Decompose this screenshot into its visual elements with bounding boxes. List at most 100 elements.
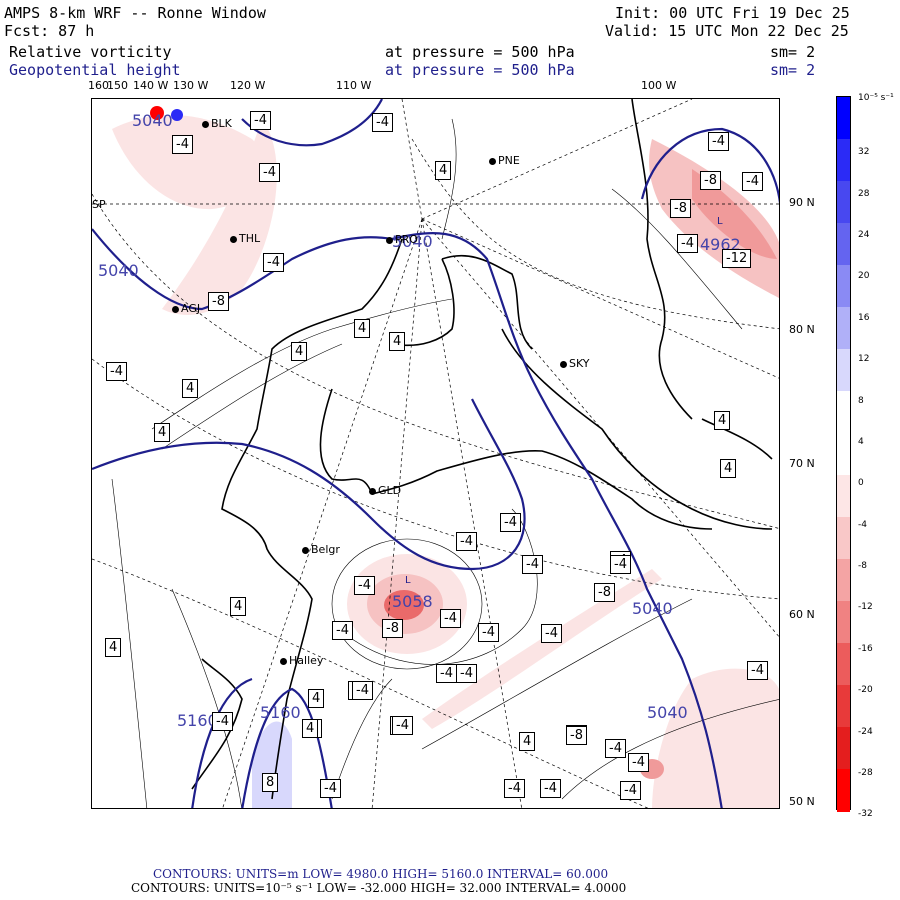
- height-label: 5040: [98, 261, 139, 280]
- colorbar-segment: [837, 307, 850, 350]
- vort-label: -4: [605, 739, 626, 758]
- vort-label: -4: [259, 163, 280, 182]
- colorbar-segment: [837, 223, 850, 266]
- vort-label: -8: [670, 199, 691, 218]
- vort-label: -4: [354, 576, 375, 595]
- vort-label: -4: [172, 135, 193, 154]
- vort-label: 4: [154, 423, 171, 442]
- vort-label: 4: [354, 319, 371, 338]
- vort-label: -4: [332, 621, 353, 640]
- colorbar-segment: [837, 769, 850, 812]
- colorbar-tick: -32: [858, 809, 873, 820]
- lon-label: 150: [107, 79, 128, 92]
- low-marker-2: L: [405, 575, 411, 586]
- station-sp: SP: [92, 198, 106, 211]
- height-label: 5040: [392, 232, 433, 251]
- footer-height-contours: CONTOURS: UNITS=m LOW= 4980.0 HIGH= 5160…: [153, 867, 609, 881]
- lon-label: 130 W: [173, 79, 209, 92]
- vort-label: -4: [352, 681, 373, 700]
- station-thl: THL: [230, 232, 260, 245]
- station-belgr: Belgr: [302, 543, 340, 556]
- station-gld: GLD: [369, 484, 401, 497]
- colorbar-segment: [837, 181, 850, 224]
- colorbar-tick: 28: [858, 188, 870, 199]
- vort-label: -8: [208, 292, 229, 311]
- vort-label: 4: [230, 597, 247, 616]
- colorbar-tick: 0: [858, 478, 864, 489]
- station-blk: BLK: [202, 117, 232, 130]
- colorbar-segment: [837, 475, 850, 518]
- low-marker-1: L: [717, 216, 723, 227]
- footer-vorticity-contours: CONTOURS: UNITS=10⁻⁵ s⁻¹ LOW= -32.000 HI…: [131, 881, 627, 895]
- colorbar-tick: 20: [858, 271, 870, 282]
- vort-label: 4: [308, 689, 325, 708]
- lat-label: 80 N: [789, 323, 815, 336]
- vorticity-contours: [111, 118, 779, 808]
- lon-label: 160: [88, 79, 109, 92]
- colorbar-segment: [837, 727, 850, 770]
- height-contours: [92, 99, 779, 808]
- field1-level: at pressure = 500 hPa: [385, 43, 575, 61]
- vort-label: 4: [720, 459, 737, 478]
- vort-label: -4: [106, 362, 127, 381]
- height-label: 5040: [132, 111, 173, 130]
- station-pro: PRO: [386, 233, 418, 246]
- lat-label: 70 N: [789, 457, 815, 470]
- coastlines: [191, 99, 773, 800]
- height-label: 5160: [177, 711, 218, 730]
- station-pne: PNE: [489, 154, 520, 167]
- station-sky: SKY: [560, 357, 590, 370]
- lon-label: 110 W: [336, 79, 372, 92]
- colorbar-segment: [837, 349, 850, 392]
- vort-label: 8: [262, 773, 279, 792]
- colorbar-segment: [837, 97, 850, 140]
- lat-label: 60 N: [789, 608, 815, 621]
- colorbar-segment: [837, 517, 850, 560]
- vort-label: -8: [594, 583, 615, 602]
- vort-label: -8: [382, 619, 403, 638]
- colorbar-segment: [837, 643, 850, 686]
- colorbar-tick: -12: [858, 602, 873, 613]
- lon-label: 120 W: [230, 79, 266, 92]
- forecast-hour: Fcst: 87 h: [4, 22, 95, 40]
- vort-label: 4: [714, 411, 731, 430]
- vort-label: -4: [504, 779, 525, 798]
- map-panel: L L 5040 5040 5040 5040 5040 5160 5160 4…: [91, 98, 780, 809]
- colorbar-segment: [837, 391, 850, 434]
- vort-label: 4: [291, 342, 308, 361]
- colorbar-tick: 32: [858, 147, 870, 158]
- colorbar-units: 10⁻⁵ s⁻¹: [858, 93, 894, 103]
- vorticity-shading: [112, 106, 779, 808]
- colorbar-segment: [837, 685, 850, 728]
- lat-label: 50 N: [789, 795, 815, 808]
- model-title: AMPS 8-km WRF -- Ronne Window: [4, 4, 266, 22]
- vort-label: -4: [436, 664, 457, 683]
- map-canvas: L L: [92, 99, 779, 808]
- height-label: 5160: [260, 703, 301, 722]
- field2-smoothing: sm= 2: [770, 61, 816, 79]
- lon-label: 140 W: [133, 79, 169, 92]
- height-label: 5040: [647, 703, 688, 722]
- vort-label: 4: [302, 719, 319, 738]
- lat-label: 90 N: [789, 196, 815, 209]
- lon-label: 100 W: [641, 79, 677, 92]
- init-time: Init: 00 UTC Fri 19 Dec 25: [615, 4, 850, 22]
- vort-label: -4: [742, 172, 763, 191]
- vort-label: -4: [250, 111, 271, 130]
- vort-label: -12: [722, 249, 752, 268]
- vort-label: -4: [628, 753, 649, 772]
- colorbar-tick: -16: [858, 643, 873, 654]
- colorbar-segment: [837, 139, 850, 182]
- valid-time: Valid: 15 UTC Mon 22 Dec 25: [605, 22, 849, 40]
- colorbar-segment: [837, 559, 850, 602]
- vort-label: -8: [566, 726, 587, 745]
- vort-label: -4: [522, 555, 543, 574]
- colorbar-tick: -4: [858, 519, 867, 530]
- colorbar-tick: -8: [858, 561, 867, 572]
- vort-label: 4: [389, 332, 406, 351]
- colorbar-tick: -28: [858, 767, 873, 778]
- vort-label: 4: [105, 638, 122, 657]
- vort-label: 4: [182, 379, 199, 398]
- vort-label: -4: [610, 555, 631, 574]
- colorbar-tick: 12: [858, 354, 870, 365]
